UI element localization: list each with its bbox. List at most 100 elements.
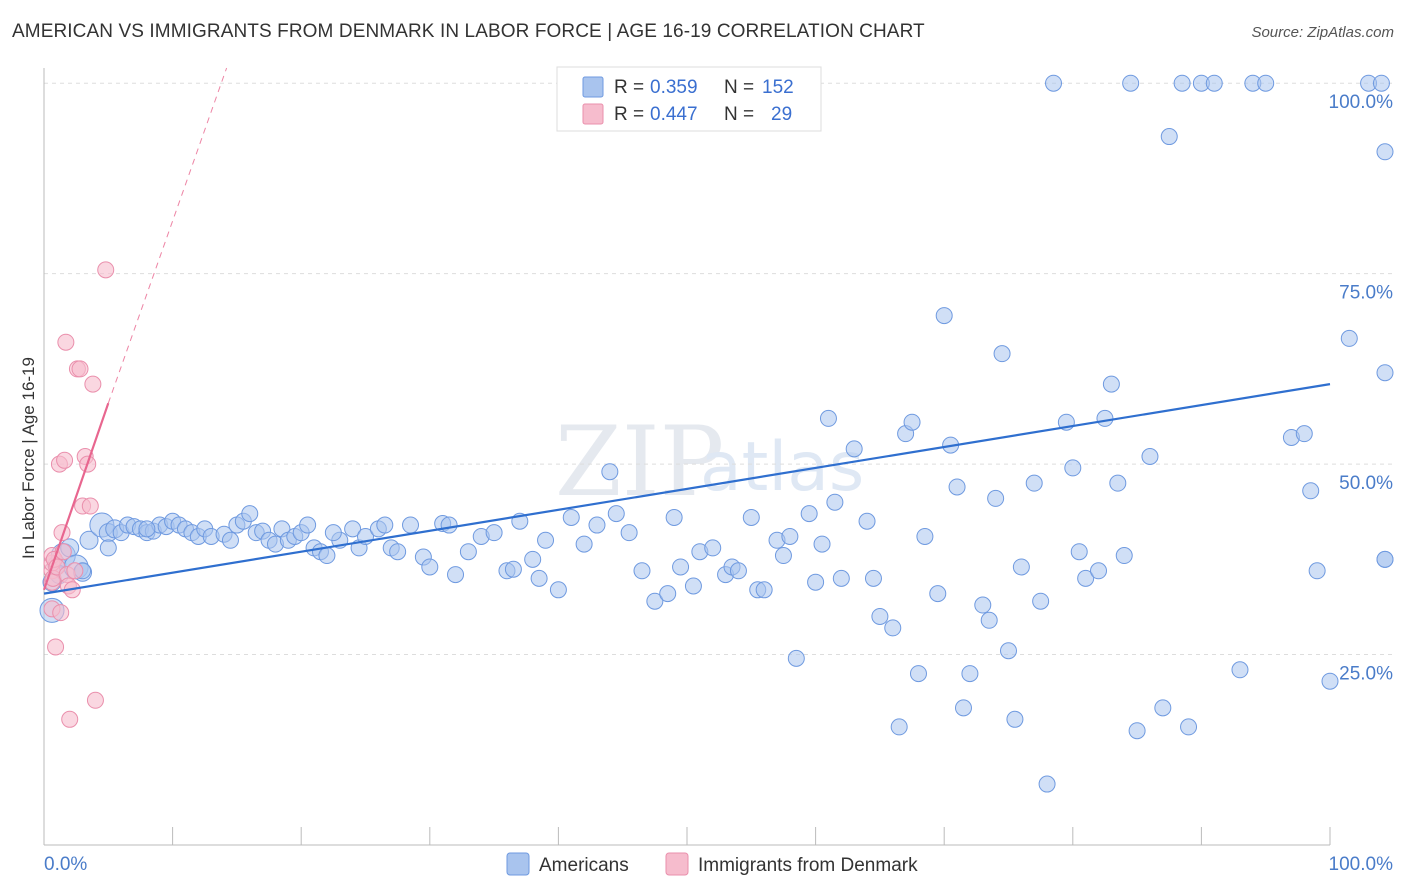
legend: R = 0.359 N = 152 R = 0.447 N = 29 [556, 66, 822, 132]
american-point [1122, 74, 1140, 92]
x-tick-labels: 0.0% 100.0% [44, 854, 1393, 875]
american-point [241, 505, 259, 523]
american-point [1000, 642, 1017, 660]
denmark-point [56, 451, 74, 469]
american-point [987, 489, 1005, 507]
bottom-legend-swatch-americans [506, 852, 530, 876]
american-point [813, 535, 831, 553]
legend-n-value-denmark: 29 [771, 104, 792, 125]
american-point [704, 539, 722, 557]
american-point [742, 508, 760, 526]
american-point [447, 566, 465, 584]
legend-r-label-americans: R = [614, 77, 644, 98]
american-point [1340, 329, 1358, 347]
legend-n-label-americans: N = [724, 77, 754, 98]
american-point [845, 440, 863, 458]
american-point [344, 520, 362, 538]
y-tick-label: 75.0% [1339, 283, 1393, 304]
american-point [1141, 448, 1159, 465]
american-point [1160, 128, 1178, 146]
denmark-point [97, 261, 115, 279]
american-point [954, 699, 972, 717]
american-point [485, 524, 503, 542]
american-point [1321, 672, 1339, 690]
american-point [1102, 375, 1120, 393]
american-point [826, 493, 844, 511]
american-point [974, 596, 992, 614]
american-point [402, 516, 420, 534]
legend-n-label-denmark: N = [724, 104, 754, 125]
bottom-legend-label-americans: Americans [539, 855, 629, 876]
american-point [729, 562, 747, 580]
american-point [1038, 775, 1056, 793]
watermark-zip: ZIP [555, 406, 724, 518]
american-point [929, 585, 947, 603]
american-point [138, 520, 156, 538]
denmark-point [81, 497, 99, 515]
american-point [1025, 474, 1043, 492]
american-point [633, 562, 651, 580]
american-point [1308, 562, 1326, 580]
x-tick-label: 0.0% [44, 854, 87, 875]
american-point [684, 577, 702, 595]
denmark-points [43, 261, 115, 728]
american-point [787, 649, 805, 667]
american-point [935, 307, 953, 325]
american-point [1032, 592, 1050, 610]
american-point [1257, 74, 1275, 92]
american-point [665, 508, 683, 526]
watermark: ZIP atlas [555, 406, 864, 518]
american-point [1128, 722, 1146, 740]
american-point [1372, 74, 1390, 92]
american-point [948, 478, 966, 496]
american-point [1012, 558, 1030, 576]
american-point [1173, 74, 1191, 92]
american-point [1376, 143, 1394, 161]
americans-points [39, 74, 1394, 793]
american-point [1109, 474, 1127, 492]
grid [43, 82, 1392, 845]
american-point [440, 516, 458, 534]
american-point [755, 581, 773, 599]
american-point [1045, 74, 1063, 92]
legend-r-value-americans: 0.359 [650, 77, 698, 98]
american-point [1077, 569, 1095, 587]
american-point [389, 543, 407, 561]
american-point [601, 463, 619, 481]
denmark-point [71, 360, 89, 378]
american-point [549, 581, 567, 599]
axes [43, 68, 1330, 846]
american-point [1064, 459, 1082, 477]
denmark-trend-line [42, 402, 110, 591]
american-point [807, 573, 825, 591]
american-point [524, 550, 542, 568]
american-point [1180, 718, 1198, 736]
american-point [819, 409, 837, 427]
american-point [832, 569, 850, 587]
legend-swatch-denmark [582, 103, 604, 125]
american-point [99, 539, 117, 557]
american-point [864, 569, 882, 587]
american-point [530, 569, 548, 587]
legend-r-label-denmark: R = [614, 104, 644, 125]
bottom-legend-swatch-denmark [665, 852, 689, 876]
american-point [1205, 74, 1223, 92]
y-tick-label: 100.0% [1329, 92, 1394, 113]
chart-source: Source: ZipAtlas.com [1251, 24, 1394, 41]
american-point [646, 592, 664, 610]
american-point [299, 516, 317, 534]
y-tick-label: 25.0% [1339, 664, 1393, 685]
american-point [672, 558, 690, 576]
denmark-point [61, 710, 79, 728]
bottom-legend: Americans Immigrants from Denmark [506, 852, 918, 876]
denmark-trend-extension [107, 67, 228, 404]
american-point [537, 531, 555, 549]
american-point [980, 611, 998, 629]
american-point [1376, 364, 1394, 382]
watermark-atlas: atlas [700, 428, 864, 507]
denmark-point [86, 691, 104, 709]
american-point [620, 524, 638, 542]
american-point [607, 505, 625, 523]
american-point [1115, 547, 1133, 565]
